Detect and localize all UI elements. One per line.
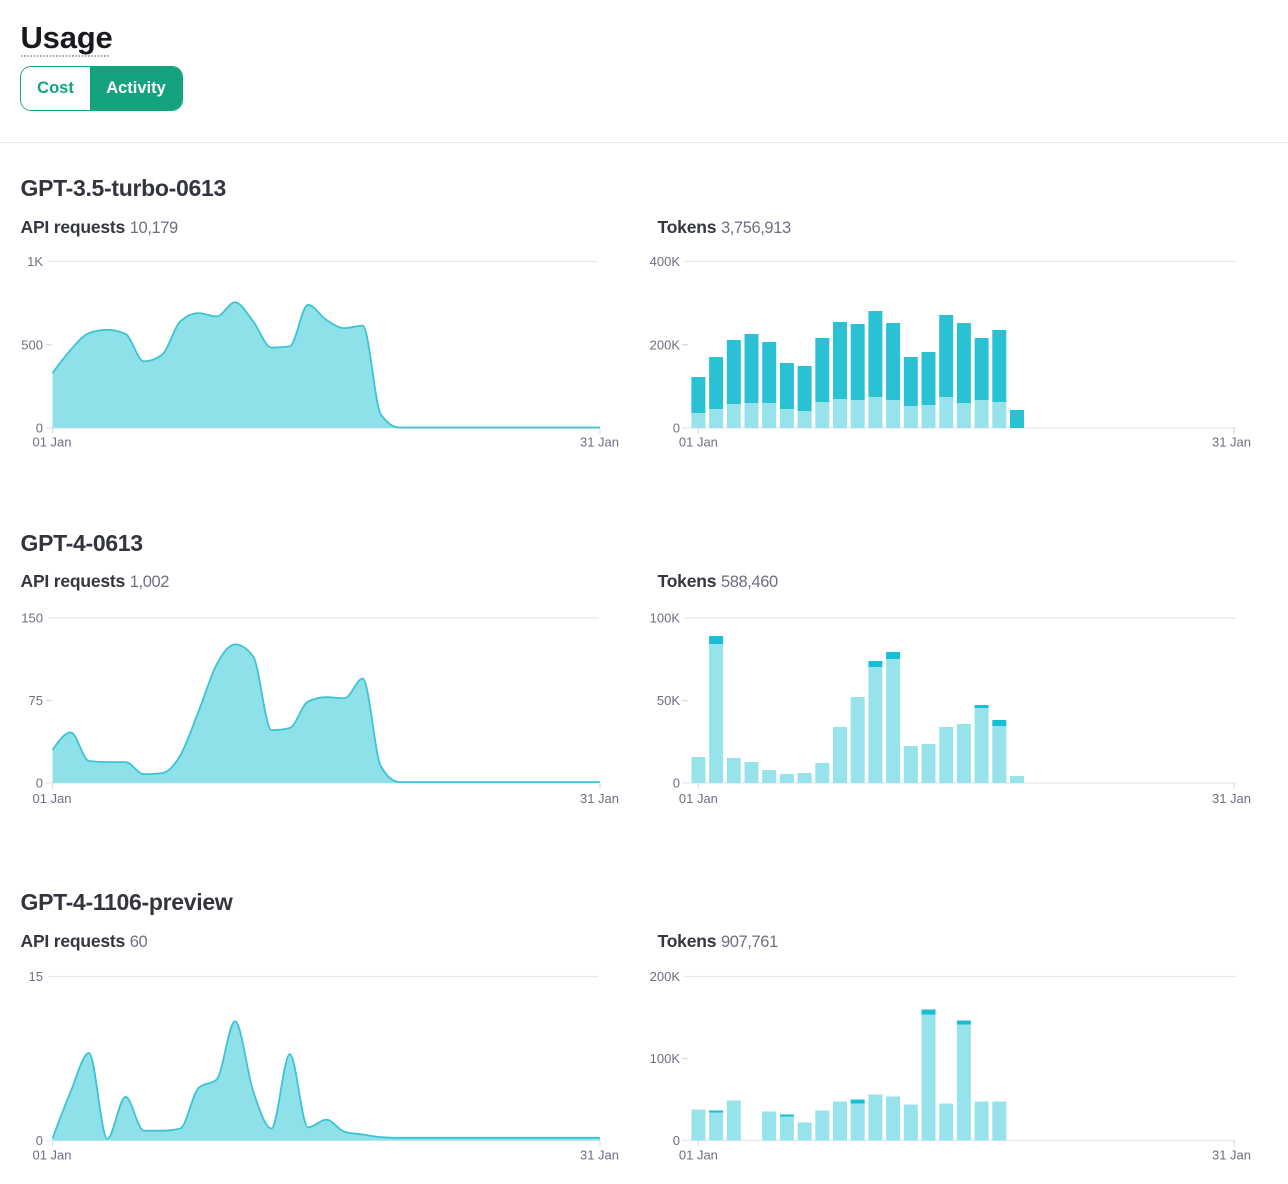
svg-text:100K: 100K	[650, 611, 681, 626]
svg-text:01 Jan: 01 Jan	[32, 435, 71, 450]
svg-text:15: 15	[29, 969, 43, 984]
svg-text:50K: 50K	[657, 693, 680, 708]
svg-text:150: 150	[21, 611, 43, 626]
svg-text:200K: 200K	[650, 969, 681, 984]
svg-text:31 Jan: 31 Jan	[580, 1148, 619, 1163]
svg-text:31 Jan: 31 Jan	[1212, 791, 1251, 806]
svg-text:01 Jan: 01 Jan	[679, 1148, 718, 1163]
svg-text:31 Jan: 31 Jan	[580, 791, 619, 806]
svg-text:75: 75	[29, 693, 43, 708]
svg-text:500: 500	[21, 337, 43, 352]
svg-text:01 Jan: 01 Jan	[32, 791, 71, 806]
svg-text:0: 0	[673, 1133, 680, 1148]
svg-text:200K: 200K	[650, 337, 681, 352]
svg-text:31 Jan: 31 Jan	[580, 435, 619, 450]
svg-text:0: 0	[36, 421, 43, 436]
svg-text:31 Jan: 31 Jan	[1212, 1148, 1251, 1163]
svg-text:01 Jan: 01 Jan	[679, 791, 718, 806]
svg-text:31 Jan: 31 Jan	[1212, 435, 1251, 450]
svg-text:400K: 400K	[650, 254, 681, 269]
svg-text:0: 0	[36, 776, 43, 791]
svg-text:01 Jan: 01 Jan	[679, 435, 718, 450]
svg-text:0: 0	[36, 1133, 43, 1148]
svg-text:0: 0	[673, 421, 680, 436]
svg-text:1K: 1K	[27, 254, 43, 269]
svg-text:0: 0	[673, 776, 680, 791]
svg-text:100K: 100K	[650, 1051, 681, 1066]
svg-text:01 Jan: 01 Jan	[32, 1148, 71, 1163]
